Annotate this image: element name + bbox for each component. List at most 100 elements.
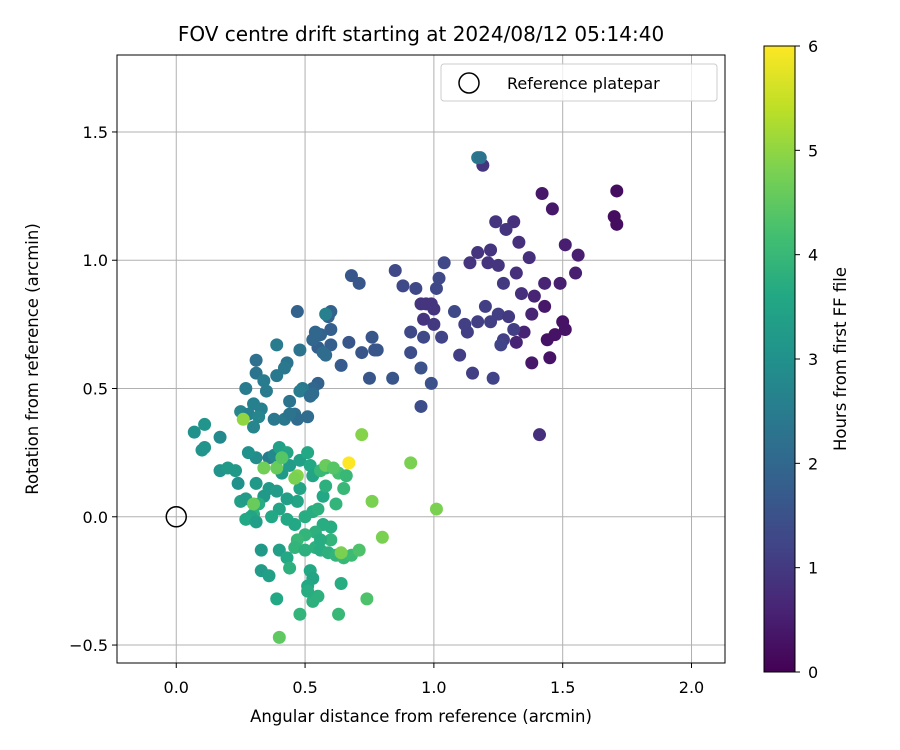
data-point: [463, 256, 477, 270]
y-axis-label: Rotation from reference (arcmin): [23, 223, 42, 495]
data-point: [283, 394, 297, 408]
x-tick-label: 1.5: [550, 678, 575, 697]
data-point: [352, 276, 366, 290]
data-point: [453, 348, 467, 362]
data-point: [247, 420, 261, 434]
data-point: [241, 446, 255, 460]
data-point: [404, 456, 418, 470]
data-point: [314, 533, 328, 547]
data-point: [270, 338, 284, 352]
data-point: [386, 371, 400, 385]
data-point: [491, 258, 505, 272]
data-point: [610, 184, 624, 198]
data-point: [298, 543, 312, 557]
data-point: [558, 322, 572, 336]
data-point: [257, 461, 271, 475]
legend: Reference platepar: [440, 63, 718, 102]
data-point: [301, 584, 315, 598]
data-point: [290, 494, 304, 508]
y-tick-label: 1.5: [83, 123, 108, 142]
data-point: [360, 592, 374, 606]
data-point: [404, 325, 418, 339]
data-point: [525, 356, 539, 370]
data-point: [414, 361, 428, 375]
data-point: [290, 305, 304, 319]
data-point: [293, 343, 307, 357]
data-point: [303, 389, 317, 403]
data-point: [275, 451, 289, 465]
x-axis-ticks: 0.0 0.5 1.0 1.5 2.0: [164, 663, 704, 697]
data-point: [427, 302, 441, 316]
y-tick-label: 0.0: [83, 508, 108, 527]
data-point: [610, 217, 624, 231]
data-point: [249, 476, 263, 490]
colorbar-ticks: 0 1 2 3 4 5 6: [795, 37, 818, 682]
data-point: [270, 461, 284, 475]
data-point: [337, 482, 351, 496]
data-point: [365, 494, 379, 508]
data-point: [301, 410, 315, 424]
data-point: [239, 512, 253, 526]
data-point: [254, 543, 268, 557]
data-point: [324, 533, 338, 547]
data-point: [527, 289, 541, 303]
data-point: [332, 607, 346, 621]
y-tick-label: 1.0: [83, 251, 108, 270]
data-point: [265, 510, 279, 524]
data-point: [507, 322, 521, 336]
data-point: [517, 325, 531, 339]
colorbar-tick-label: 6: [808, 37, 818, 56]
data-point: [249, 353, 263, 367]
data-point: [509, 335, 523, 349]
data-point: [494, 338, 508, 352]
data-point: [283, 561, 297, 575]
y-tick-label: −0.5: [69, 636, 108, 655]
data-point: [522, 251, 536, 265]
data-point: [247, 497, 261, 511]
data-point: [437, 256, 451, 270]
data-point: [259, 384, 273, 398]
data-point: [458, 317, 472, 331]
data-point: [239, 382, 253, 396]
data-point: [306, 333, 320, 347]
data-point: [514, 287, 528, 301]
data-point: [280, 551, 294, 565]
data-point: [324, 322, 338, 336]
data-point: [213, 430, 227, 444]
data-point: [484, 315, 498, 329]
data-point: [471, 246, 485, 260]
data-point: [249, 515, 263, 529]
data-point: [303, 458, 317, 472]
data-point: [466, 366, 480, 380]
y-axis-ticks: −0.5 0.0 0.5 1.0 1.5: [69, 123, 117, 655]
colorbar-tick-label: 0: [808, 663, 818, 682]
x-tick-label: 2.0: [679, 678, 704, 697]
data-point: [270, 369, 284, 383]
data-points: [187, 151, 624, 644]
data-point: [553, 276, 567, 290]
legend-box: [440, 63, 718, 102]
data-point: [427, 317, 441, 331]
data-point: [471, 315, 485, 329]
data-point: [486, 371, 500, 385]
plot-frame: [116, 54, 726, 664]
data-point: [352, 543, 366, 557]
data-point: [473, 151, 487, 165]
data-point: [509, 266, 523, 280]
data-point: [417, 312, 431, 326]
x-tick-label: 0.0: [164, 678, 189, 697]
data-point: [334, 546, 348, 560]
data-point: [362, 371, 376, 385]
colorbar-tick-label: 4: [808, 246, 818, 265]
data-point: [409, 281, 423, 295]
data-point: [538, 299, 552, 313]
data-point: [195, 443, 209, 457]
data-point: [306, 594, 320, 608]
data-point: [293, 607, 307, 621]
data-point: [316, 489, 330, 503]
y-tick-label: 0.5: [83, 380, 108, 399]
data-point: [342, 335, 356, 349]
data-point: [319, 307, 333, 321]
data-point: [288, 541, 302, 555]
data-point: [538, 276, 552, 290]
